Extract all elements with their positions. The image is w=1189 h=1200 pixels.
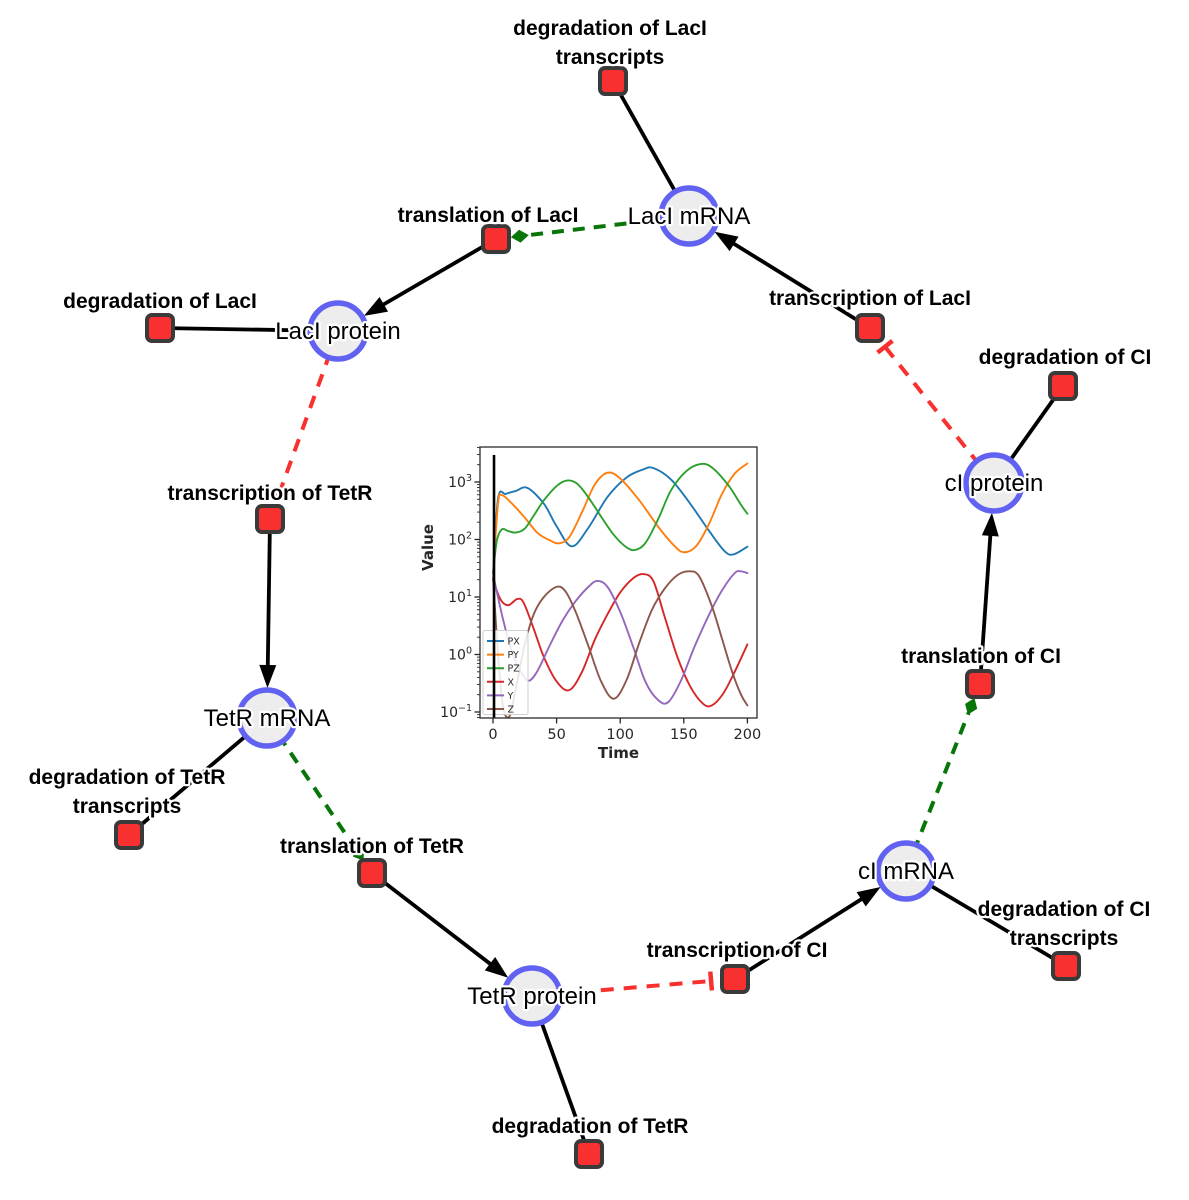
arrowhead-icon bbox=[484, 956, 509, 978]
x-tick-label: 0 bbox=[488, 727, 497, 743]
reaction-label-degradation-of-ci-transcripts: transcripts bbox=[1010, 927, 1119, 950]
curve-X bbox=[492, 573, 749, 708]
legend-label-PY: PY bbox=[508, 650, 520, 661]
reaction-node-transcription-of-laci[interactable] bbox=[855, 313, 885, 343]
reaction-label-translation-of-tetr: translation of TetR bbox=[280, 835, 464, 858]
reaction-node-transcription-of-tetr[interactable] bbox=[255, 504, 285, 534]
curve-PZ bbox=[492, 462, 749, 576]
reaction-label-degradation-of-tetr-transcripts: transcripts bbox=[73, 795, 182, 818]
species-label-ci-protein: cI protein bbox=[945, 470, 1044, 497]
x-tick-label: 50 bbox=[547, 727, 565, 743]
diamond-arrowhead-icon bbox=[510, 229, 529, 243]
species-label-ci-mrna: cI mRNA bbox=[858, 858, 954, 885]
legend-label-PZ: PZ bbox=[508, 664, 521, 675]
edge-transcription-of-tetr-to-tetr-mrna-product bbox=[265, 518, 272, 675]
reaction-label-degradation-of-laci: degradation of LacI bbox=[63, 290, 257, 313]
plot-frame bbox=[479, 446, 758, 719]
labels-layer: LacI mRNA LacI protein TetR mRNA TetR prote… bbox=[26, 15, 1153, 1141]
arrowhead-icon bbox=[981, 512, 999, 537]
edge-transcription-of-laci-to-laci-mrna-product bbox=[725, 237, 871, 330]
reaction-node-degradation-of-laci-transcripts[interactable] bbox=[598, 66, 628, 96]
species-node-ci-mrna[interactable] bbox=[875, 840, 937, 902]
curve-PX bbox=[492, 466, 749, 576]
reaction-node-degradation-of-ci[interactable] bbox=[1048, 371, 1078, 401]
reaction-label-degradation-of-ci-transcripts: degradation of CI bbox=[978, 898, 1151, 921]
species-node-laci-mrna[interactable] bbox=[658, 185, 720, 247]
reaction-label-degradation-of-tetr: degradation of TetR bbox=[492, 1115, 689, 1138]
arrowhead-icon bbox=[259, 664, 277, 689]
reaction-label-translation-of-ci: translation of CI bbox=[901, 645, 1061, 668]
species-label-laci-mrna: LacI mRNA bbox=[628, 203, 751, 230]
chart-legend: PX PY PZ XYZ bbox=[482, 630, 529, 716]
reaction-node-translation-of-ci[interactable] bbox=[965, 669, 995, 699]
reaction-node-degradation-of-laci[interactable] bbox=[145, 313, 175, 343]
x-tick-label: 150 bbox=[670, 727, 698, 743]
species-node-tetr-protein[interactable] bbox=[501, 965, 563, 1027]
diamond-arrowhead-icon bbox=[353, 845, 364, 861]
edge-translation-of-laci-to-laci-protein-product bbox=[375, 237, 497, 311]
legend-label-PX: PX bbox=[508, 637, 521, 648]
species-node-laci-protein[interactable] bbox=[307, 300, 369, 362]
species-label-tetr-mrna: TetR mRNA bbox=[204, 705, 331, 732]
reaction-label-degradation-of-laci-transcripts: degradation of LacI bbox=[513, 17, 707, 40]
reaction-node-degradation-of-ci-transcripts[interactable] bbox=[1051, 951, 1081, 981]
reaction-label-degradation-of-tetr-transcripts: degradation of TetR bbox=[29, 766, 226, 789]
reaction-node-translation-of-tetr[interactable] bbox=[357, 858, 387, 888]
reaction-node-degradation-of-tetr-transcripts[interactable] bbox=[114, 820, 144, 850]
reaction-node-transcription-of-ci[interactable] bbox=[720, 964, 750, 994]
species-label-tetr-protein: TetR protein bbox=[467, 983, 596, 1010]
reaction-label-transcription-of-laci: transcription of LacI bbox=[769, 287, 971, 310]
arrowhead-icon bbox=[856, 887, 881, 907]
reaction-node-translation-of-laci[interactable] bbox=[481, 224, 511, 254]
reaction-label-degradation-of-laci-transcripts: transcripts bbox=[556, 46, 665, 69]
reaction-label-translation-of-laci: translation of LacI bbox=[398, 204, 579, 227]
inhibition-bar-icon bbox=[876, 339, 894, 355]
species-node-ci-protein[interactable] bbox=[963, 452, 1025, 514]
x-tick-label: 200 bbox=[734, 727, 762, 743]
arrowhead-icon bbox=[363, 296, 389, 316]
legend-label-Y: Y bbox=[507, 691, 514, 702]
y-axis-label: Value bbox=[419, 524, 437, 571]
reaction-label-transcription-of-ci: transcription of CI bbox=[647, 939, 828, 962]
edge-ci-mrna-to-degradation-of-ci-transcripts-consumption bbox=[905, 869, 1067, 968]
legend-label-X: X bbox=[508, 677, 515, 688]
inhibition-bar-icon bbox=[708, 971, 715, 991]
reaction-label-transcription-of-tetr: transcription of TetR bbox=[168, 482, 373, 505]
inhibition-bar-icon bbox=[268, 491, 288, 502]
edge-translation-of-tetr-to-tetr-protein-product bbox=[370, 871, 499, 971]
diamond-arrowhead-icon bbox=[965, 697, 978, 715]
x-axis-label: Time bbox=[598, 744, 639, 762]
reaction-node-degradation-of-tetr[interactable] bbox=[574, 1139, 604, 1169]
legend-label-Z: Z bbox=[508, 705, 515, 716]
edge-translation-of-ci-to-ci-protein-product bbox=[978, 526, 993, 685]
species-label-laci-protein: LacI protein bbox=[275, 318, 400, 345]
species-node-tetr-mrna[interactable] bbox=[236, 687, 298, 749]
edge-transcription-of-ci-to-ci-mrna-product bbox=[733, 892, 870, 981]
nodes-layer bbox=[114, 66, 1081, 1169]
curve-PY bbox=[492, 462, 749, 576]
arrowhead-icon bbox=[714, 231, 739, 252]
reaction-label-degradation-of-ci: degradation of CI bbox=[979, 346, 1152, 369]
x-tick-label: 100 bbox=[606, 727, 634, 743]
